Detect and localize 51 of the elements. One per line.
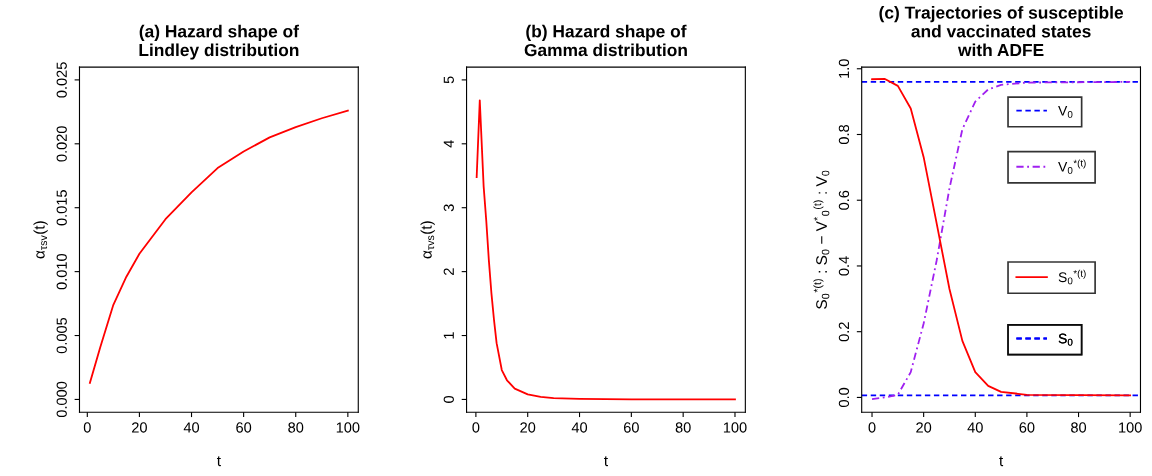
- x-tick-label: 60: [623, 422, 639, 433]
- legend-label: S$_{0}$: [1058, 333, 1073, 346]
- x-tick-label: 60: [236, 422, 252, 433]
- x-tick-label: 20: [916, 422, 932, 433]
- x-tick-label: 0: [472, 422, 480, 433]
- x-tick-label: 80: [1071, 422, 1087, 433]
- x-tick-label: 0: [83, 422, 91, 433]
- chart-title: (b) Hazard shape of Gamma distribution: [524, 24, 687, 57]
- y-tick-label: 0.000: [56, 381, 67, 418]
- x-tick-label: 80: [675, 422, 691, 433]
- y-tick-label: 0: [443, 395, 454, 403]
- line-series: [89, 109, 349, 384]
- text: S$_{0}$$^{*(t)}$ : S$_{0}$ − V$^{*}$$_{0}$$^{(t)}$ : V$_{0}$: [813, 170, 830, 309]
- y-tick-label: 0.6: [838, 190, 850, 210]
- chart-title: (a) Hazard shape of Lindley distribution: [139, 24, 299, 60]
- x-axis-title: t: [604, 456, 608, 467]
- x-axis-title: t: [999, 456, 1004, 467]
- x-tick-label: 20: [132, 422, 147, 433]
- y-tick-label: 0.025: [56, 62, 67, 98]
- x-tick-label: 80: [288, 422, 304, 433]
- y-tick-label: 0.015: [56, 190, 67, 226]
- x-axis-title: t: [216, 456, 221, 467]
- y-tick-label: 0.2: [838, 322, 850, 342]
- chart-title: (c) Trajectories of susceptible and vaccinated states with ADFE: [879, 6, 1124, 57]
- legend-label: V$_{0}$: [1058, 105, 1073, 118]
- y-tick-label: 0.4: [838, 256, 850, 276]
- line-series: [475, 99, 736, 401]
- y-axis-title: α$_{τvs}$(t): [420, 221, 435, 259]
- y-tick-label: 1: [443, 332, 454, 339]
- x-tick-label: 100: [336, 422, 360, 433]
- y-tick-label: 0.020: [56, 126, 67, 162]
- y-tick-label: 5: [443, 76, 454, 84]
- x-tick-label: 40: [183, 422, 200, 433]
- y-tick-label: 0.8: [838, 124, 850, 145]
- y-tick-label: 3: [443, 204, 454, 212]
- y-tick-label: 0.010: [56, 253, 67, 290]
- y-axis-title: α$_{τsv}$(t): [33, 221, 48, 259]
- x-tick-label: 20: [520, 422, 536, 433]
- x-tick-label: 40: [967, 422, 983, 433]
- y-tick-label: 2: [443, 268, 454, 275]
- x-tick-label: 60: [1019, 422, 1035, 433]
- legend-label: S$_{0}$$^{*(t)}$: [1058, 269, 1086, 285]
- legend-label: V$_{0}$$^{*(t)}$: [1058, 159, 1086, 174]
- x-tick-label: 100: [1119, 422, 1142, 433]
- x-tick-label: 100: [723, 422, 747, 433]
- y-tick-label: 1.0: [838, 59, 850, 78]
- y-tick-label: 0.005: [56, 317, 67, 354]
- y-tick-label: 4: [443, 140, 454, 148]
- x-tick-label: 0: [868, 422, 876, 433]
- y-tick-label: 0.0: [838, 387, 850, 407]
- x-tick-label: 40: [571, 422, 588, 433]
